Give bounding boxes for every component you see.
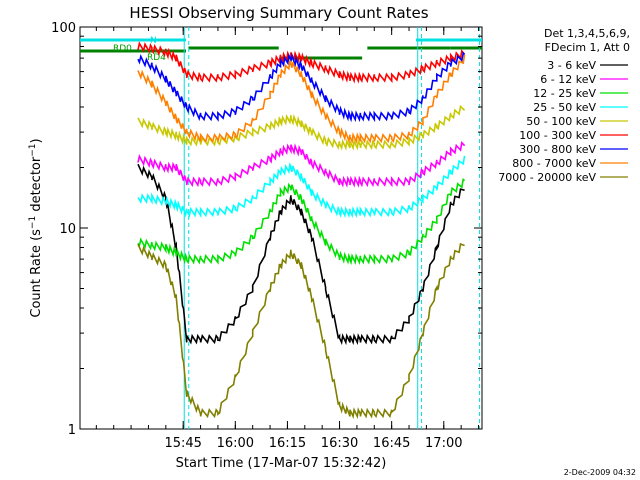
legend-label: 12 - 25 keV: [533, 87, 596, 100]
timestamp: 2-Dec-2009 04:32: [564, 468, 636, 477]
axis-ticks: 15:45 16:00 16:15 16:30 16:45 17:00 1 10 100: [51, 21, 482, 451]
legend-header: FDecim 1, Att 0: [545, 41, 630, 54]
legend-label: 25 - 50 keV: [533, 101, 596, 114]
chart-title: HESSI Observing Summary Count Rates: [129, 4, 428, 22]
series-line: [137, 41, 466, 84]
plot-frame: [79, 26, 483, 430]
x-tick-label: 17:00: [425, 436, 462, 451]
legend-label: 6 - 12 keV: [540, 73, 596, 86]
series-line: [137, 242, 465, 420]
legend: Det 1,3,4,5,6,9, FDecim 1, Att 0 3 - 6 k…: [498, 27, 630, 184]
legend-label: 100 - 300 keV: [519, 129, 596, 142]
legend-label: 3 - 6 keV: [547, 59, 596, 72]
series-layer: [137, 41, 466, 420]
series-line: [137, 140, 466, 188]
y-tick-label: 100: [51, 21, 76, 36]
y-axis-label-part: Count Rate (s: [29, 229, 44, 318]
y-tick-label: 1: [68, 423, 76, 438]
y-axis-label-sup: −1: [28, 216, 38, 229]
x-tick-label: 16:30: [321, 436, 358, 451]
y-axis-label: Count Rate (s−1 detector−1): [28, 138, 44, 317]
flag-label: RD4: [147, 53, 166, 63]
y-tick-label: 10: [59, 222, 76, 237]
y-axis-label-part: detector: [29, 156, 44, 216]
series-line: [137, 163, 465, 346]
flag-label: RD0: [113, 44, 132, 54]
legend-header: Det 1,3,4,5,6,9,: [544, 27, 630, 40]
x-tick-label: 16:15: [269, 436, 306, 451]
flag-label: N: [150, 36, 157, 46]
y-axis-label-sup: −1: [28, 143, 38, 156]
observing-flags: RD0 RD4 N: [80, 27, 482, 429]
legend-label: 300 - 800 keV: [519, 143, 596, 156]
series-line: [137, 178, 466, 266]
x-tick-label: 16:45: [373, 436, 410, 451]
y-axis-label-part: ): [29, 138, 44, 143]
x-tick-label: 16:00: [217, 436, 254, 451]
series-line: [137, 54, 466, 145]
x-axis-label: Start Time (17-Mar-07 15:32:42): [176, 456, 387, 471]
legend-label: 50 - 100 keV: [526, 115, 596, 128]
series-line: [137, 155, 466, 219]
series-line: [137, 51, 466, 123]
legend-label: 800 - 7000 keV: [512, 157, 596, 170]
legend-label: 7000 - 20000 keV: [498, 171, 596, 184]
series-line: [137, 104, 466, 151]
x-tick-label: 15:45: [164, 436, 201, 451]
